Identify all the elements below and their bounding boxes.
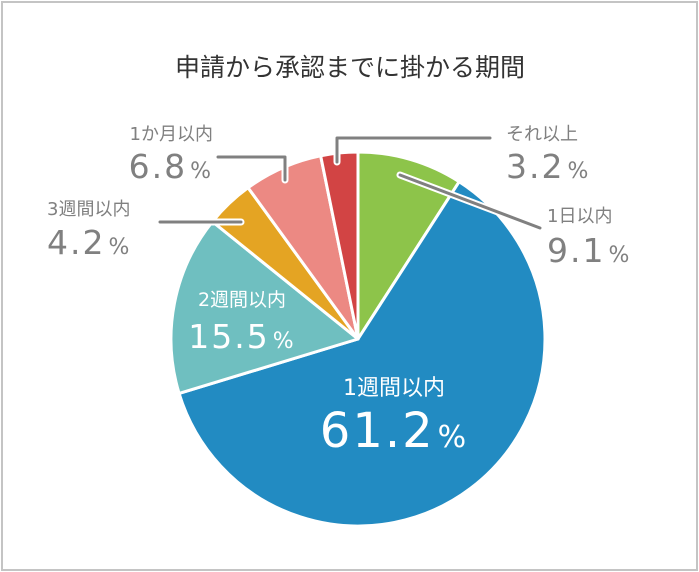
- slice-label-4: 1か月以内: [130, 124, 213, 145]
- slice-value-3: 4.2%: [47, 223, 131, 262]
- leader-line-4: [216, 155, 287, 182]
- slice-label-0: 1日以内: [547, 206, 612, 227]
- slice-value-5: 3.2%: [506, 147, 590, 186]
- slice-value-0: 9.1%: [547, 231, 631, 270]
- pie-slice-0: [356, 150, 461, 341]
- pie-slice-2: [169, 220, 360, 395]
- slice-label-3: 3週間以内: [47, 199, 130, 220]
- slice-label-2: 2週間以内: [198, 289, 286, 311]
- pie-slice-1: [177, 180, 547, 528]
- slice-value-4: 6.8%: [129, 147, 213, 186]
- leader-line-0: [398, 173, 542, 230]
- chart-title: 申請から承認までに掛かる期間: [175, 53, 525, 82]
- slice-label-5: それ以上: [506, 124, 578, 145]
- slice-label-1: 1週間以内: [343, 376, 445, 401]
- slice-value-1: 61.2%: [320, 403, 468, 459]
- leader-line-5: [335, 136, 492, 164]
